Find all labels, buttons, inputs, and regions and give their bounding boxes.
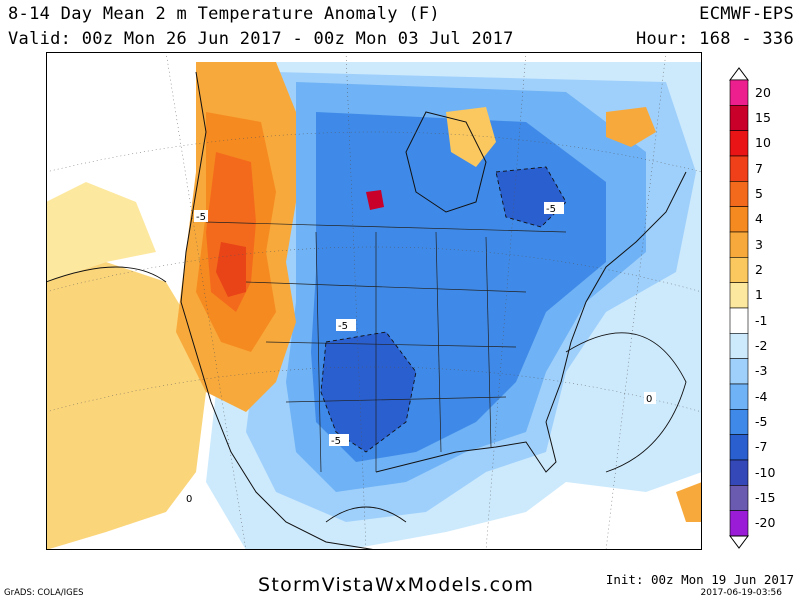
hudson-warm-spot [366, 190, 384, 210]
legend-swatch [729, 105, 749, 131]
legend-swatch [729, 434, 749, 461]
anomaly-map: -5 -5 -5 -5 0 0 [46, 52, 702, 550]
contour-label: -5 [338, 321, 348, 332]
legend-label: -20 [755, 515, 776, 531]
zero-contours [46, 266, 687, 523]
legend-swatch [729, 485, 749, 511]
contour-label: -5 [331, 436, 341, 447]
valid-period: Valid: 00z Mon 26 Jun 2017 - 00z Mon 03 … [8, 29, 514, 49]
init-time: Init: 00z Mon 19 Jun 2017 [605, 572, 794, 587]
cool-area-7-central [321, 332, 416, 452]
contour-label: -5 [196, 212, 206, 223]
grads-credit: GrADS: COLA/IGES [4, 588, 84, 598]
legend-swatch [729, 282, 749, 309]
legend-label: 1 [755, 287, 763, 303]
legend-label: 2 [755, 262, 763, 277]
legend-label: -1 [755, 312, 768, 328]
legend-label: -4 [755, 388, 768, 404]
legend-label: 3 [755, 236, 763, 252]
western-warm-area-7 [216, 242, 246, 297]
legend-swatch [729, 181, 749, 207]
legend-swatch [729, 79, 749, 106]
arctic-warm-patch [446, 107, 496, 167]
legend-label: -7 [755, 439, 768, 455]
forecast-hours: Hour: 168 - 336 [635, 29, 794, 49]
legend-swatch [729, 383, 749, 410]
legend-label: 15 [755, 110, 771, 125]
legend-swatch [729, 206, 749, 233]
legend-label: 5 [755, 186, 763, 201]
gulf-coastline [375, 421, 557, 473]
hudson-bay-outline [405, 111, 487, 213]
pacific-light-area [46, 182, 156, 282]
legend-label: 4 [755, 211, 763, 227]
color-legend: 20 15 10 7 5 4 3 2 1 -1 -2 -3 -4 -5 -7 -10 -15 -20 [727, 66, 797, 550]
west-coastline [180, 71, 377, 550]
legend-swatch [729, 409, 749, 435]
legend-swatch [729, 130, 749, 157]
map-title: 8-14 Day Mean 2 m Temperature Anomaly (F… [8, 4, 440, 24]
legend-swatch [729, 358, 749, 385]
legend-bar [729, 67, 749, 549]
minus-five-contours [320, 166, 567, 453]
contour-label: -5 [546, 204, 556, 215]
contour-label: 0 [646, 394, 652, 405]
legend-label: 7 [755, 160, 763, 176]
timestamp: 2017-06-19-03:56 [700, 588, 783, 598]
legend-label: -5 [755, 414, 768, 429]
pacific-warm-area [46, 262, 206, 550]
political-borders [205, 221, 567, 473]
legend-arrow-down [729, 535, 749, 549]
legend-label: -2 [755, 338, 768, 353]
legend-swatch [729, 257, 749, 283]
legend-label: -15 [755, 490, 776, 505]
legend-swatch [729, 307, 749, 334]
legend-swatch [729, 155, 749, 182]
caribbean-warm-spot [676, 482, 702, 522]
legend-label: -3 [755, 363, 768, 379]
east-coastline [545, 171, 687, 423]
model-name: ECMWF-EPS [699, 4, 794, 24]
legend-label: 10 [755, 135, 771, 151]
map-border [46, 52, 702, 550]
website-link[interactable]: StormVistaWxModels.com [258, 574, 535, 596]
east-canada-warm-patch [606, 107, 656, 147]
contour-label: 0 [186, 494, 192, 505]
legend-swatch [729, 510, 749, 537]
legend-swatch [729, 333, 749, 359]
legend-label: -10 [755, 464, 776, 480]
legend-label: 20 [755, 84, 771, 100]
legend-swatch [729, 231, 749, 258]
lat-lon-grid [46, 52, 702, 550]
legend-swatch [729, 459, 749, 486]
legend-arrow-up [729, 67, 749, 81]
